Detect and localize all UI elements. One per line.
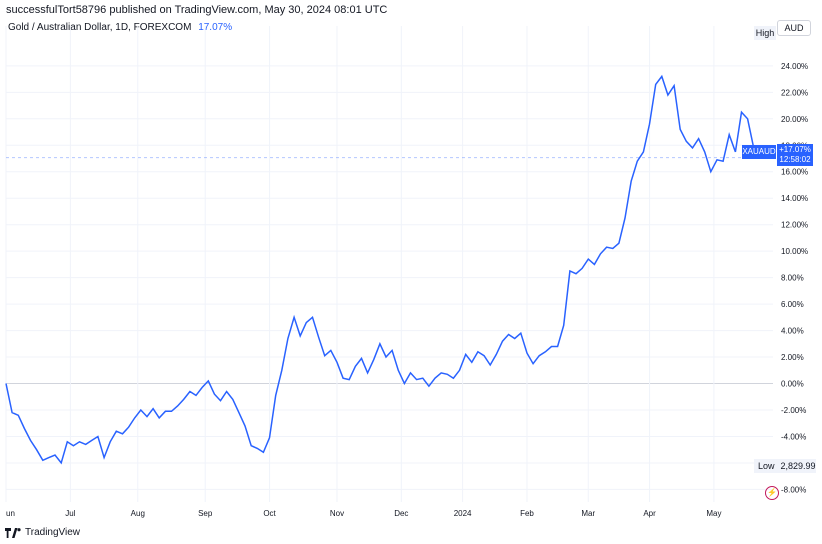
currency-selector[interactable]: AUD <box>777 20 811 36</box>
footer-brand: TradingView <box>5 527 80 538</box>
series-line <box>5 74 767 465</box>
symbol-name: Gold / Australian Dollar, 1D, FOREXCOM <box>8 22 192 33</box>
brand-name: TradingView <box>25 527 81 538</box>
x-tick-label: Mar <box>581 509 595 518</box>
symbol-change: 17.07% <box>198 22 233 33</box>
x-tick-label: 2024 <box>454 509 472 518</box>
x-tick-label: Nov <box>330 509 344 518</box>
y-tick-label: 24.00% <box>781 62 808 71</box>
y-tick-label: 2.00% <box>781 353 804 362</box>
x-tick-label: Sep <box>198 509 213 518</box>
last-change: +17.07% <box>779 145 811 154</box>
y-tick-label: -2.00% <box>781 406 806 415</box>
x-tick-label: Jul <box>65 509 75 518</box>
chart-grid <box>5 26 773 502</box>
y-tick-label: 16.00% <box>781 168 808 177</box>
high-label: High <box>754 26 776 40</box>
y-tick-label: 12.00% <box>781 221 808 230</box>
x-tick-label: Feb <box>520 509 534 518</box>
y-tick-label: 6.00% <box>781 300 804 309</box>
low-label: Low 2,829.99 <box>754 459 816 473</box>
y-tick-label: 4.00% <box>781 327 804 336</box>
x-tick-label: Apr <box>643 509 656 518</box>
x-tick-label: un <box>6 509 15 518</box>
x-tick-label: May <box>706 509 721 518</box>
y-tick-label: 10.00% <box>781 247 808 256</box>
time-zone-icon[interactable]: ⚡ <box>765 486 779 500</box>
y-tick-label: 0.00% <box>781 380 804 389</box>
publisher-line: successfulTort58796 published on Trading… <box>6 4 388 16</box>
y-tick-label: -8.00% <box>781 485 806 494</box>
tradingview-logo-icon <box>5 527 21 538</box>
y-tick-label: 22.00% <box>781 88 808 97</box>
last-price-tag: +17.07% 12:58:02 <box>777 144 813 166</box>
low-label-text: Low <box>758 461 775 471</box>
y-tick-label: 8.00% <box>781 274 804 283</box>
x-tick-label: Dec <box>394 509 408 518</box>
y-axis: 24.00%22.00%20.00%18.00%16.00%14.00%12.0… <box>781 62 808 495</box>
low-value: 2,829.99 <box>780 461 816 471</box>
y-tick-label: -4.00% <box>781 432 806 441</box>
x-axis: un Jul Aug Sep Oct Nov Dec 2024 Feb Mar Apr May <box>6 509 721 518</box>
y-tick-label: 14.00% <box>781 194 808 203</box>
bar-countdown: 12:58:02 <box>779 155 811 164</box>
symbol-legend[interactable]: Gold / Australian Dollar, 1D, FOREXCOM 1… <box>8 22 232 33</box>
x-tick-label: Oct <box>263 509 276 518</box>
x-tick-label: Aug <box>131 509 145 518</box>
symbol-tag: XAUAUD <box>742 145 776 159</box>
y-tick-label: 20.00% <box>781 115 808 124</box>
